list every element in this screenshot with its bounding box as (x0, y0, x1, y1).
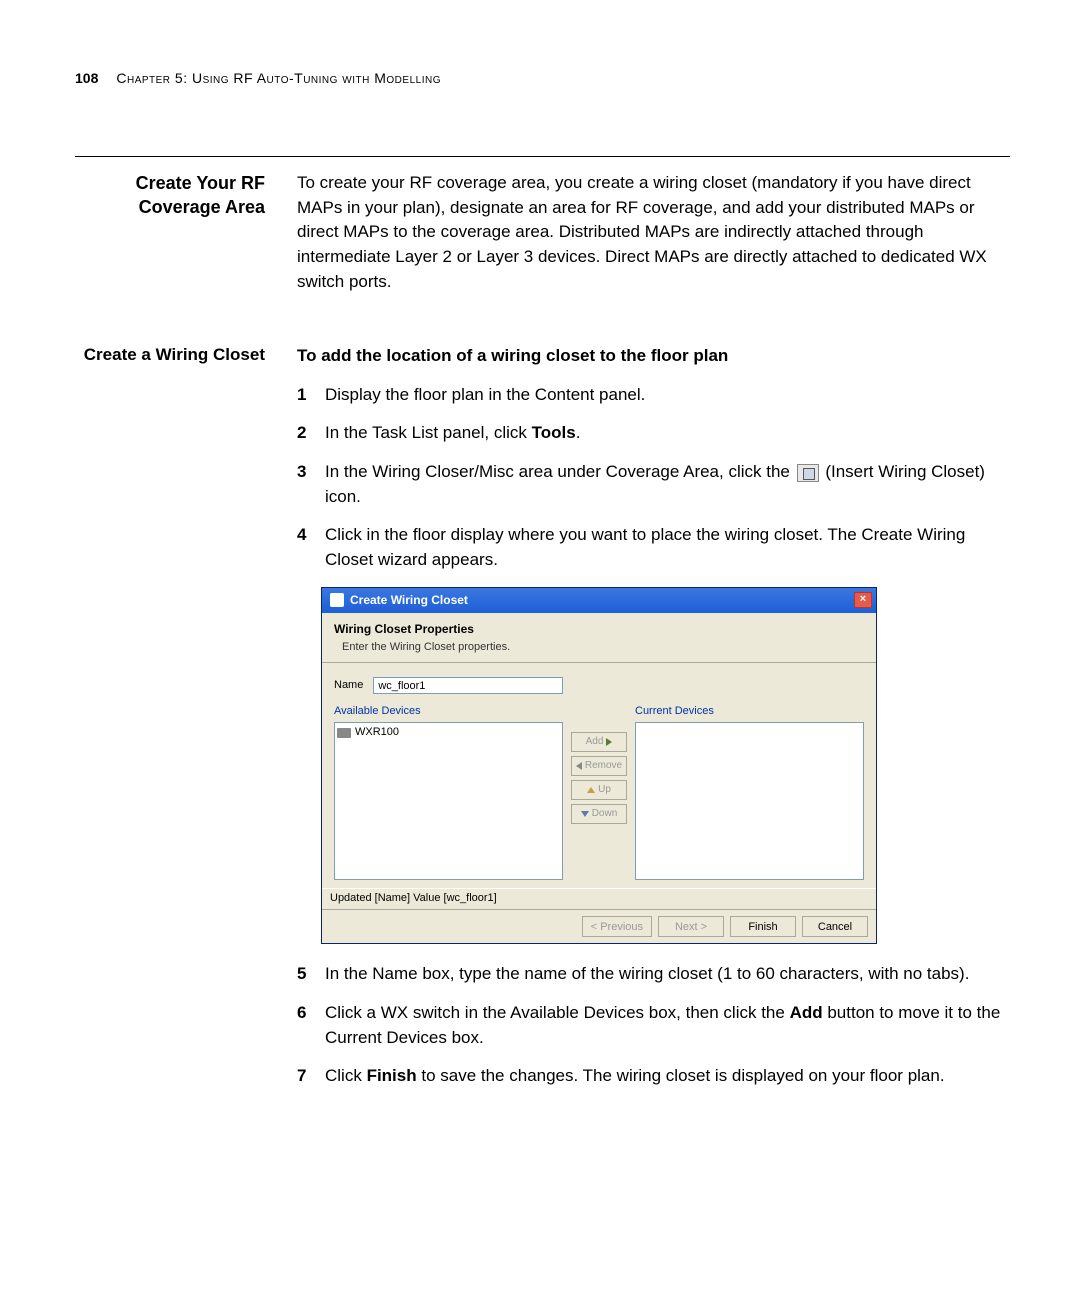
arrow-left-icon (576, 762, 582, 770)
arrow-right-icon (606, 738, 612, 746)
button-label: Remove (585, 759, 622, 774)
available-devices-column: Available Devices WXR100 (334, 704, 563, 880)
section-title: Create Your RF Coverage Area (75, 171, 265, 308)
text-fragment: In the Task List panel, click (325, 423, 532, 442)
current-devices-column: Current Devices (635, 704, 864, 880)
bold-fragment: Add (790, 1003, 823, 1022)
available-devices-list[interactable]: WXR100 (334, 722, 563, 880)
dialog-title-icon (330, 593, 344, 607)
step-text: Click a WX switch in the Available Devic… (325, 1001, 1010, 1050)
finish-button[interactable]: Finish (730, 916, 796, 937)
text-fragment: Click (325, 1066, 367, 1085)
dialog-titlebar: Create Wiring Closet × (322, 588, 876, 613)
step-4: 4 Click in the floor display where you w… (297, 523, 1010, 572)
procedure-steps: 1 Display the floor plan in the Content … (297, 383, 1010, 573)
page-number: 108 (75, 70, 98, 86)
dialog-subheader: Wiring Closet Properties Enter the Wirin… (322, 613, 876, 663)
step-number: 5 (297, 962, 311, 987)
list-item[interactable]: WXR100 (337, 725, 560, 741)
step-text: In the Wiring Closer/Misc area under Cov… (325, 460, 1010, 509)
step-2: 2 In the Task List panel, click Tools. (297, 421, 1010, 446)
cancel-button[interactable]: Cancel (802, 916, 868, 937)
remove-button[interactable]: Remove (571, 756, 627, 776)
step-7: 7 Click Finish to save the changes. The … (297, 1064, 1010, 1089)
name-input[interactable] (373, 677, 563, 694)
section-paragraph: To create your RF coverage area, you cre… (297, 171, 1010, 294)
section-create-wiring-closet: Create a Wiring Closet To add the locati… (75, 344, 1010, 1103)
step-text: Click Finish to save the changes. The wi… (325, 1064, 1010, 1089)
button-label: Add (586, 735, 604, 750)
procedure-intro: To add the location of a wiring closet t… (297, 344, 1010, 369)
step-5: 5 In the Name box, type the name of the … (297, 962, 1010, 987)
dialog-title: Create Wiring Closet (350, 592, 468, 609)
chapter-label: Chapter 5: Using RF Auto-Tuning with Mod… (116, 70, 441, 86)
text-fragment: to save the changes. The wiring closet i… (417, 1066, 945, 1085)
down-button[interactable]: Down (571, 804, 627, 824)
step-number: 2 (297, 421, 311, 446)
button-label: Down (592, 807, 618, 822)
step-text: In the Task List panel, click Tools. (325, 421, 1010, 446)
text-fragment: . (576, 423, 581, 442)
close-button[interactable]: × (854, 592, 872, 608)
step-number: 3 (297, 460, 311, 509)
button-label: Up (598, 783, 611, 798)
section-rule (75, 156, 1010, 157)
dialog-body: Name Available Devices WXR100 (322, 663, 876, 888)
add-button[interactable]: Add (571, 732, 627, 752)
step-text: Display the floor plan in the Content pa… (325, 383, 1010, 408)
section-create-coverage: Create Your RF Coverage Area To create y… (75, 171, 1010, 308)
current-devices-list[interactable] (635, 722, 864, 880)
insert-wiring-closet-icon (797, 464, 819, 482)
bold-fragment: Tools (532, 423, 576, 442)
transfer-buttons: Add Remove Up Down (571, 704, 627, 824)
step-text: In the Name box, type the name of the wi… (325, 962, 1010, 987)
name-label: Name (334, 678, 363, 694)
device-lists: Available Devices WXR100 Add Remove Up D… (334, 704, 864, 880)
step-number: 1 (297, 383, 311, 408)
dialog-subheader-desc: Enter the Wiring Closet properties. (342, 640, 864, 656)
step-text: Click in the floor display where you wan… (325, 523, 1010, 572)
previous-button[interactable]: < Previous (582, 916, 652, 937)
name-row: Name (334, 677, 864, 694)
section-body: To add the location of a wiring closet t… (297, 344, 1010, 1103)
text-fragment: Click a WX switch in the Available Devic… (325, 1003, 790, 1022)
text-fragment: In the Wiring Closer/Misc area under Cov… (325, 462, 795, 481)
procedure-steps-continued: 5 In the Name box, type the name of the … (297, 962, 1010, 1089)
step-number: 6 (297, 1001, 311, 1050)
section-body: To create your RF coverage area, you cre… (297, 171, 1010, 308)
step-1: 1 Display the floor plan in the Content … (297, 383, 1010, 408)
next-button[interactable]: Next > (658, 916, 724, 937)
device-label: WXR100 (355, 725, 399, 741)
step-6: 6 Click a WX switch in the Available Dev… (297, 1001, 1010, 1050)
status-bar: Updated [Name] Value [wc_floor1] (322, 888, 876, 909)
arrow-down-icon (581, 811, 589, 817)
up-button[interactable]: Up (571, 780, 627, 800)
create-wiring-closet-dialog: Create Wiring Closet × Wiring Closet Pro… (321, 587, 877, 945)
current-devices-label: Current Devices (635, 704, 864, 720)
page-header: 108 Chapter 5: Using RF Auto-Tuning with… (75, 70, 1010, 86)
step-number: 7 (297, 1064, 311, 1089)
section-title: Create a Wiring Closet (75, 344, 265, 1103)
bold-fragment: Finish (367, 1066, 417, 1085)
dialog-footer: < Previous Next > Finish Cancel (322, 909, 876, 943)
step-number: 4 (297, 523, 311, 572)
arrow-up-icon (587, 787, 595, 793)
device-icon (337, 728, 351, 738)
step-3: 3 In the Wiring Closer/Misc area under C… (297, 460, 1010, 509)
available-devices-label: Available Devices (334, 704, 563, 720)
dialog-subheader-title: Wiring Closet Properties (334, 621, 864, 638)
